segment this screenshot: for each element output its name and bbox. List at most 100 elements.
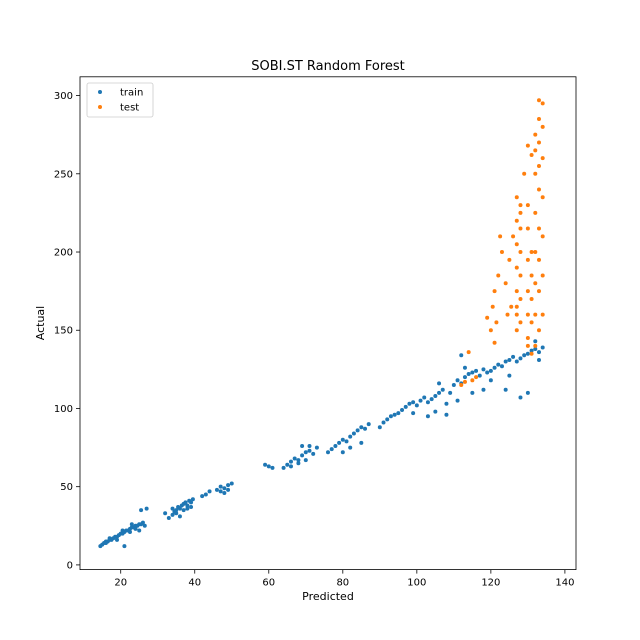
train-point xyxy=(288,459,293,464)
test-point xyxy=(514,289,519,294)
train-point xyxy=(525,351,530,356)
legend-label-test: test xyxy=(120,103,139,114)
test-point xyxy=(529,273,534,278)
test-point xyxy=(492,289,497,294)
test-point xyxy=(529,351,534,356)
train-point xyxy=(477,373,482,378)
train-point xyxy=(351,431,356,436)
test-point xyxy=(529,153,534,158)
test-point xyxy=(518,226,523,231)
train-point xyxy=(303,450,308,455)
train-point xyxy=(107,536,112,541)
train-point xyxy=(533,339,538,344)
train-point xyxy=(507,357,512,362)
test-point xyxy=(529,320,534,325)
train-point xyxy=(488,378,493,383)
train-point xyxy=(425,414,430,419)
train-point xyxy=(127,530,132,535)
train-point xyxy=(340,450,345,455)
test-point xyxy=(525,312,530,317)
test-point xyxy=(533,132,538,137)
train-point xyxy=(103,539,108,544)
series-train xyxy=(98,339,545,549)
train-point xyxy=(462,365,467,370)
train-point xyxy=(518,356,523,361)
train-point xyxy=(329,447,334,452)
train-point xyxy=(177,514,182,519)
train-point xyxy=(492,365,497,370)
train-point xyxy=(189,505,194,510)
train-point xyxy=(326,450,330,455)
test-point xyxy=(540,195,545,200)
train-point xyxy=(437,390,442,395)
train-point xyxy=(340,437,345,442)
train-point xyxy=(514,359,519,364)
train-point xyxy=(311,451,316,456)
plot-frame xyxy=(79,76,577,570)
train-point xyxy=(222,486,227,491)
train-point xyxy=(170,512,175,517)
train-point xyxy=(522,353,527,358)
train-point xyxy=(133,526,138,531)
train-point xyxy=(418,398,423,403)
train-point xyxy=(400,408,405,413)
train-point xyxy=(455,378,460,383)
test-point xyxy=(536,117,541,122)
test-point xyxy=(474,375,479,380)
test-point xyxy=(514,304,519,309)
test-point xyxy=(533,210,538,215)
test-point xyxy=(505,312,510,317)
legend-marker-train xyxy=(98,90,102,94)
test-point xyxy=(533,312,538,317)
train-point xyxy=(396,411,401,416)
train-point xyxy=(307,448,312,453)
train-point xyxy=(474,368,479,373)
train-point xyxy=(444,412,449,417)
test-point xyxy=(525,203,530,208)
train-point xyxy=(359,425,364,430)
train-point xyxy=(300,444,305,449)
train-point xyxy=(189,500,194,505)
train-point xyxy=(281,465,286,470)
train-point xyxy=(139,508,144,513)
train-point xyxy=(481,367,486,372)
train-point xyxy=(207,489,212,494)
test-point xyxy=(514,242,519,247)
legend: train test xyxy=(86,82,154,118)
train-point xyxy=(451,382,456,387)
test-point xyxy=(522,171,527,176)
test-point xyxy=(540,234,545,239)
test-point xyxy=(459,382,464,387)
train-point xyxy=(218,484,223,489)
train-point xyxy=(536,357,541,362)
test-point xyxy=(536,187,541,192)
train-point xyxy=(142,523,147,528)
train-point xyxy=(411,400,416,405)
test-point xyxy=(529,296,534,301)
train-point xyxy=(222,490,227,495)
train-point xyxy=(366,422,371,427)
train-point xyxy=(344,439,349,444)
train-point xyxy=(285,462,290,467)
train-point xyxy=(488,368,493,373)
train-point xyxy=(296,461,301,466)
test-point xyxy=(518,210,523,215)
train-point xyxy=(525,390,530,395)
test-point xyxy=(540,101,545,106)
train-point xyxy=(348,434,353,439)
train-point xyxy=(177,506,182,511)
test-point xyxy=(488,328,493,333)
y-tick-label: 300 xyxy=(54,91,73,102)
train-point xyxy=(185,503,190,508)
x-tick-label: 60 xyxy=(262,578,275,589)
test-point xyxy=(496,273,501,278)
x-tick-label: 100 xyxy=(407,578,426,589)
test-point xyxy=(462,379,467,384)
train-point xyxy=(414,403,419,408)
train-point xyxy=(333,444,338,449)
test-point xyxy=(529,250,534,255)
x-tick-label: 120 xyxy=(481,578,500,589)
train-point xyxy=(363,426,368,431)
train-point xyxy=(137,528,142,533)
